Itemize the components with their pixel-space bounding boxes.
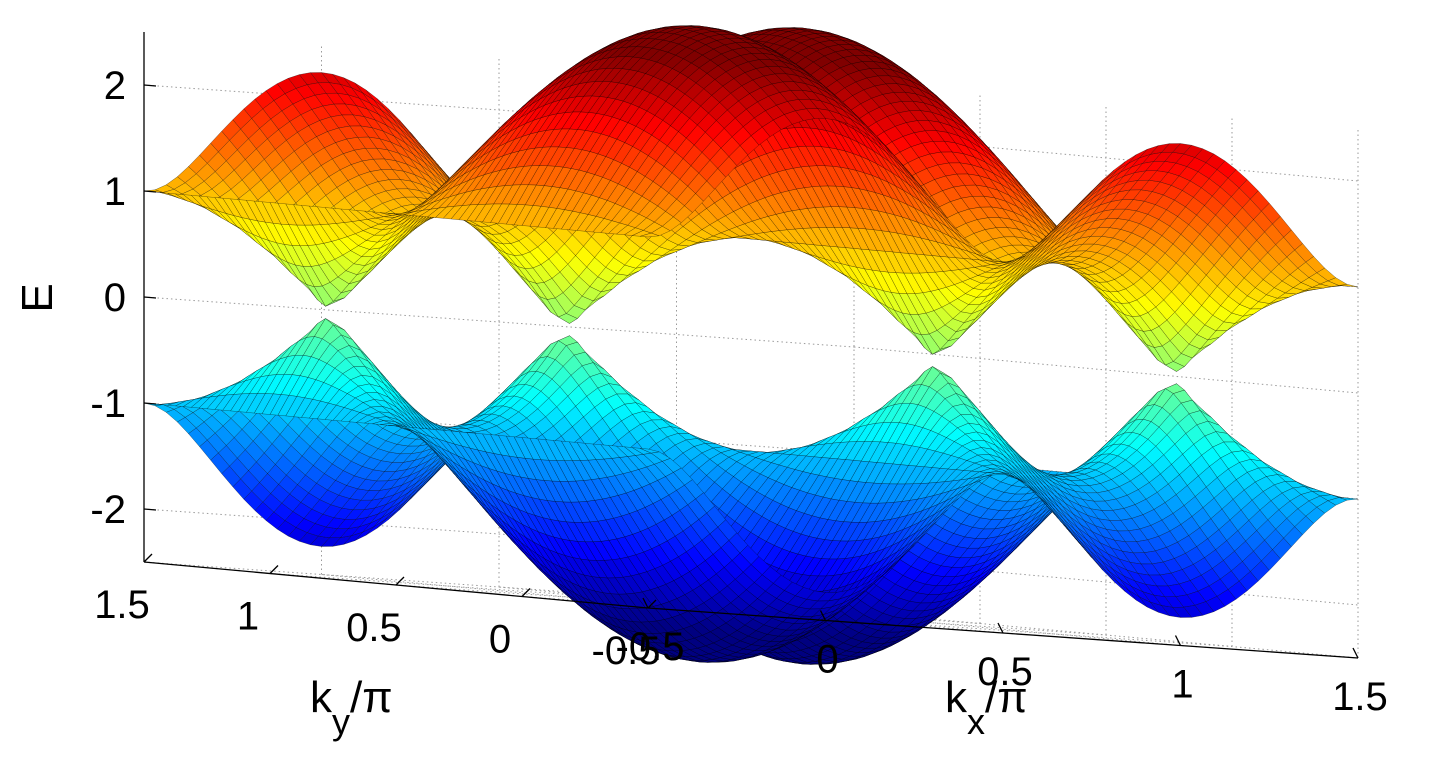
surface-layer — [143, 25, 1359, 665]
grid-line — [853, 558, 1359, 606]
grid-line — [143, 508, 855, 560]
grid-line — [143, 561, 855, 613]
grid-line — [143, 296, 855, 348]
grid-line — [853, 346, 1359, 394]
